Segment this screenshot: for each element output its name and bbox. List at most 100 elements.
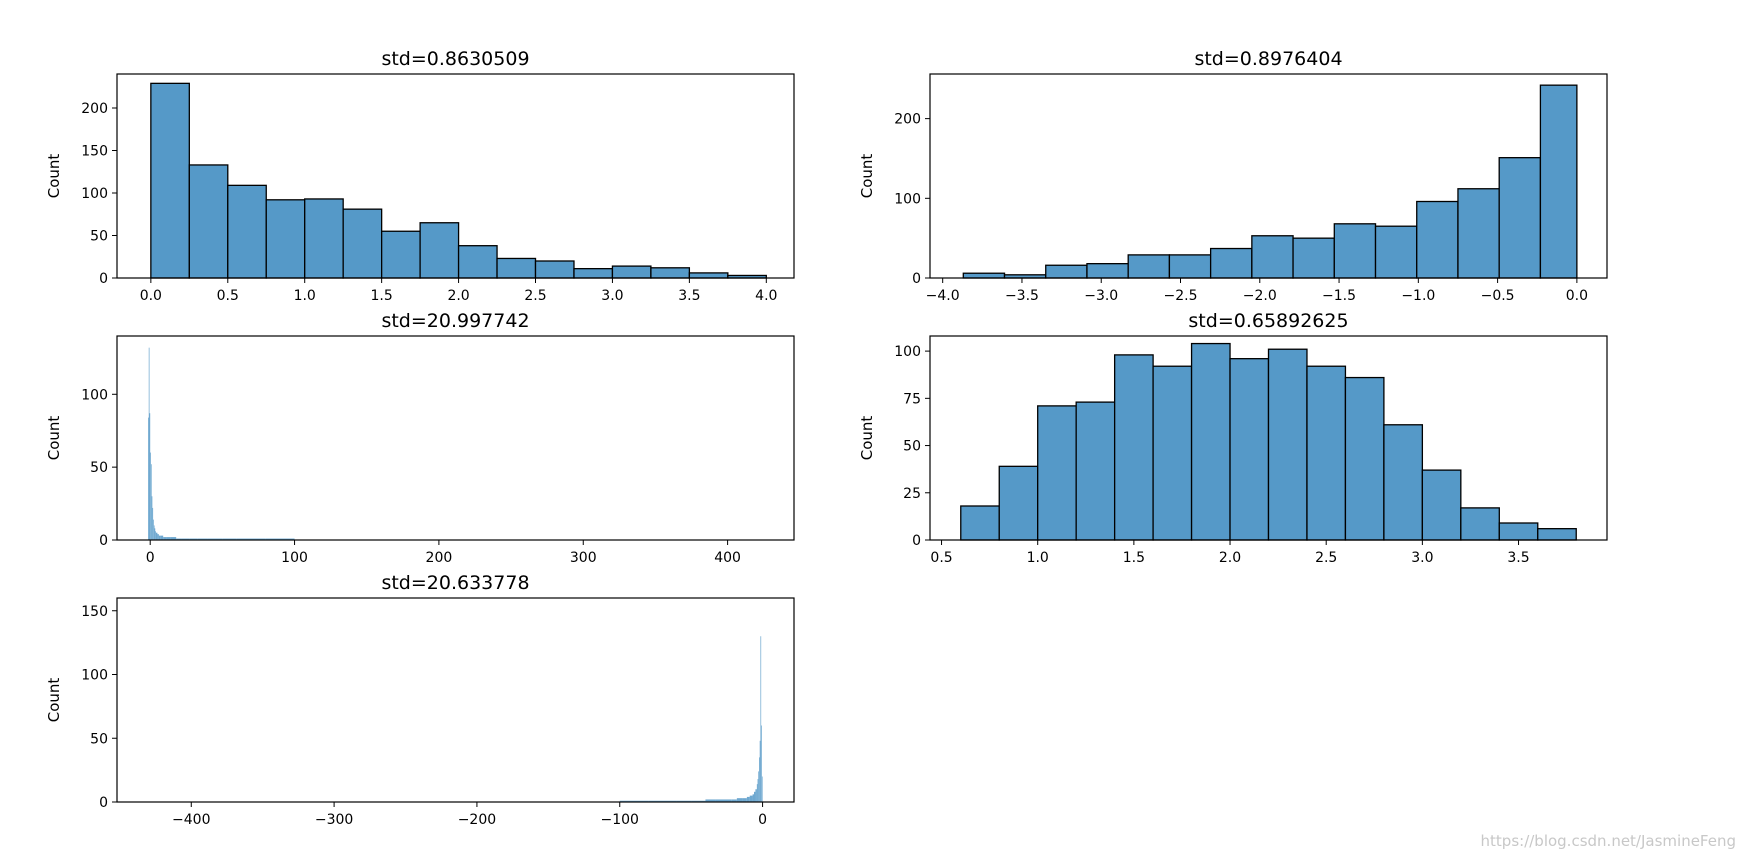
y-tick-label: 150 [81, 144, 108, 160]
histogram-bar [188, 164, 229, 279]
histogram-bar [998, 465, 1039, 541]
histogram-bar [754, 791, 756, 802]
histogram-bar [715, 799, 725, 802]
x-tick-label: −1.5 [1322, 288, 1356, 304]
histogram-bar [1383, 424, 1424, 541]
x-tick-label: 0.0 [1566, 288, 1588, 304]
y-tick-label: 100 [81, 387, 108, 403]
x-tick-label: 100 [281, 550, 308, 566]
histogram-bar [1306, 365, 1347, 541]
histogram-bar [153, 519, 154, 540]
histogram-bar [197, 538, 208, 540]
y-tick-label: 0 [99, 795, 108, 811]
histogram-bar [153, 525, 155, 540]
histogram-bar [222, 538, 237, 540]
histogram-bar [1539, 84, 1578, 279]
histogram-bar [163, 537, 167, 540]
histogram-bar [746, 796, 750, 802]
x-tick-label: 2.0 [1219, 550, 1241, 566]
x-tick-label: 2.0 [447, 288, 469, 304]
histogram-bar [155, 531, 156, 540]
y-tick-label: 25 [903, 486, 921, 502]
histogram-bar [1251, 235, 1294, 279]
y-tick-label: 50 [90, 229, 108, 245]
x-tick-label: 0 [758, 812, 767, 828]
histogram-panel-1: 0.0 0.5 1.0 1.5 2.0 2.5 3.0 3.5 4.0 0 50 100 150 200 C… [45, 48, 795, 304]
histogram-bar [457, 245, 498, 279]
histogram-bar [1498, 157, 1542, 279]
histogram-bar [181, 538, 190, 540]
y-tick-label: 200 [81, 101, 108, 117]
histogram-bar [1168, 254, 1212, 279]
histogram-bar [761, 725, 762, 802]
histogram-bar [151, 496, 153, 540]
histogram-bar [755, 789, 757, 802]
x-tick-label: 2.5 [1315, 550, 1337, 566]
x-tick-label: 1.0 [1027, 550, 1049, 566]
x-tick-label: −1.0 [1401, 288, 1435, 304]
histogram-bar [496, 257, 537, 279]
histogram-bar [756, 784, 758, 802]
histogram-bar [619, 800, 649, 802]
histogram-bar [960, 505, 1000, 541]
histogram-bar [1045, 264, 1088, 279]
y-tick-label: 0 [912, 271, 921, 287]
x-tick-label: −400 [172, 812, 210, 828]
histogram-bar [1190, 342, 1231, 541]
histogram-bar [176, 538, 182, 540]
histogram-bar [152, 507, 154, 540]
histogram-bar [724, 799, 732, 802]
histogram-bar [757, 779, 759, 802]
histogram-panel-2: −4.0 −3.5 −3.0 −2.5 −2.0 −1.5 −1.0 −0.5 0.0 0 100 2… [858, 48, 1608, 304]
x-tick-label: −100 [601, 812, 639, 828]
watermark-text: https://blog.csdn.net/JasmineFeng [1480, 832, 1736, 850]
histogram-bar [419, 222, 460, 279]
x-tick-label: 1.0 [294, 288, 316, 304]
y-tick-label: 0 [99, 271, 108, 287]
histogram-bar [265, 538, 295, 540]
chart-title: std=20.997742 [381, 310, 529, 332]
y-tick-label: 0 [912, 533, 921, 549]
histogram-bar [157, 534, 159, 540]
y-axis-label: Count [858, 416, 876, 461]
chart-title: std=0.8976404 [1194, 48, 1342, 70]
histogram-bar [1537, 528, 1577, 541]
y-tick-label: 100 [894, 344, 921, 360]
histogram-bar [148, 347, 150, 540]
histogram-bar [170, 537, 177, 540]
histogram-bar [760, 636, 762, 802]
histogram-bar [534, 260, 575, 279]
histogram-bar [1333, 223, 1377, 279]
histogram-bar [761, 776, 763, 802]
histogram-bar [688, 272, 729, 279]
histogram-bar [1075, 401, 1116, 541]
histogram-bar [1421, 469, 1462, 541]
x-tick-label: 0 [146, 550, 155, 566]
histogram-bar [1209, 247, 1253, 279]
x-tick-label: −4.0 [926, 288, 960, 304]
x-tick-label: −200 [458, 812, 496, 828]
histogram-bar [1229, 358, 1270, 541]
x-tick-label: −3.5 [1005, 288, 1039, 304]
histogram-bar [304, 198, 344, 279]
histogram-bar [150, 82, 190, 279]
histogram-bar [150, 464, 152, 540]
x-tick-label: 0.5 [930, 550, 952, 566]
histogram-panel-3: 0 100 200 300 400 0 50 100 Count std=20.997742 [45, 310, 795, 566]
y-axis-label: Count [858, 154, 876, 199]
histogram-bar [1127, 254, 1171, 279]
x-tick-label: −2.0 [1243, 288, 1277, 304]
histogram-bar [236, 538, 266, 540]
histogram-bar [1037, 405, 1077, 541]
x-tick-label: 300 [570, 550, 597, 566]
y-axis-label: Count [45, 678, 63, 723]
histogram-bar [705, 799, 716, 802]
histogram-bar [380, 230, 421, 279]
x-tick-label: 200 [426, 550, 453, 566]
x-tick-label: 3.0 [1411, 550, 1433, 566]
histogram-bar [736, 798, 743, 802]
axes-frame [116, 73, 795, 279]
chart-title: std=0.65892625 [1188, 310, 1348, 332]
y-axis-label: Count [45, 154, 63, 199]
histogram-bar [758, 771, 759, 802]
